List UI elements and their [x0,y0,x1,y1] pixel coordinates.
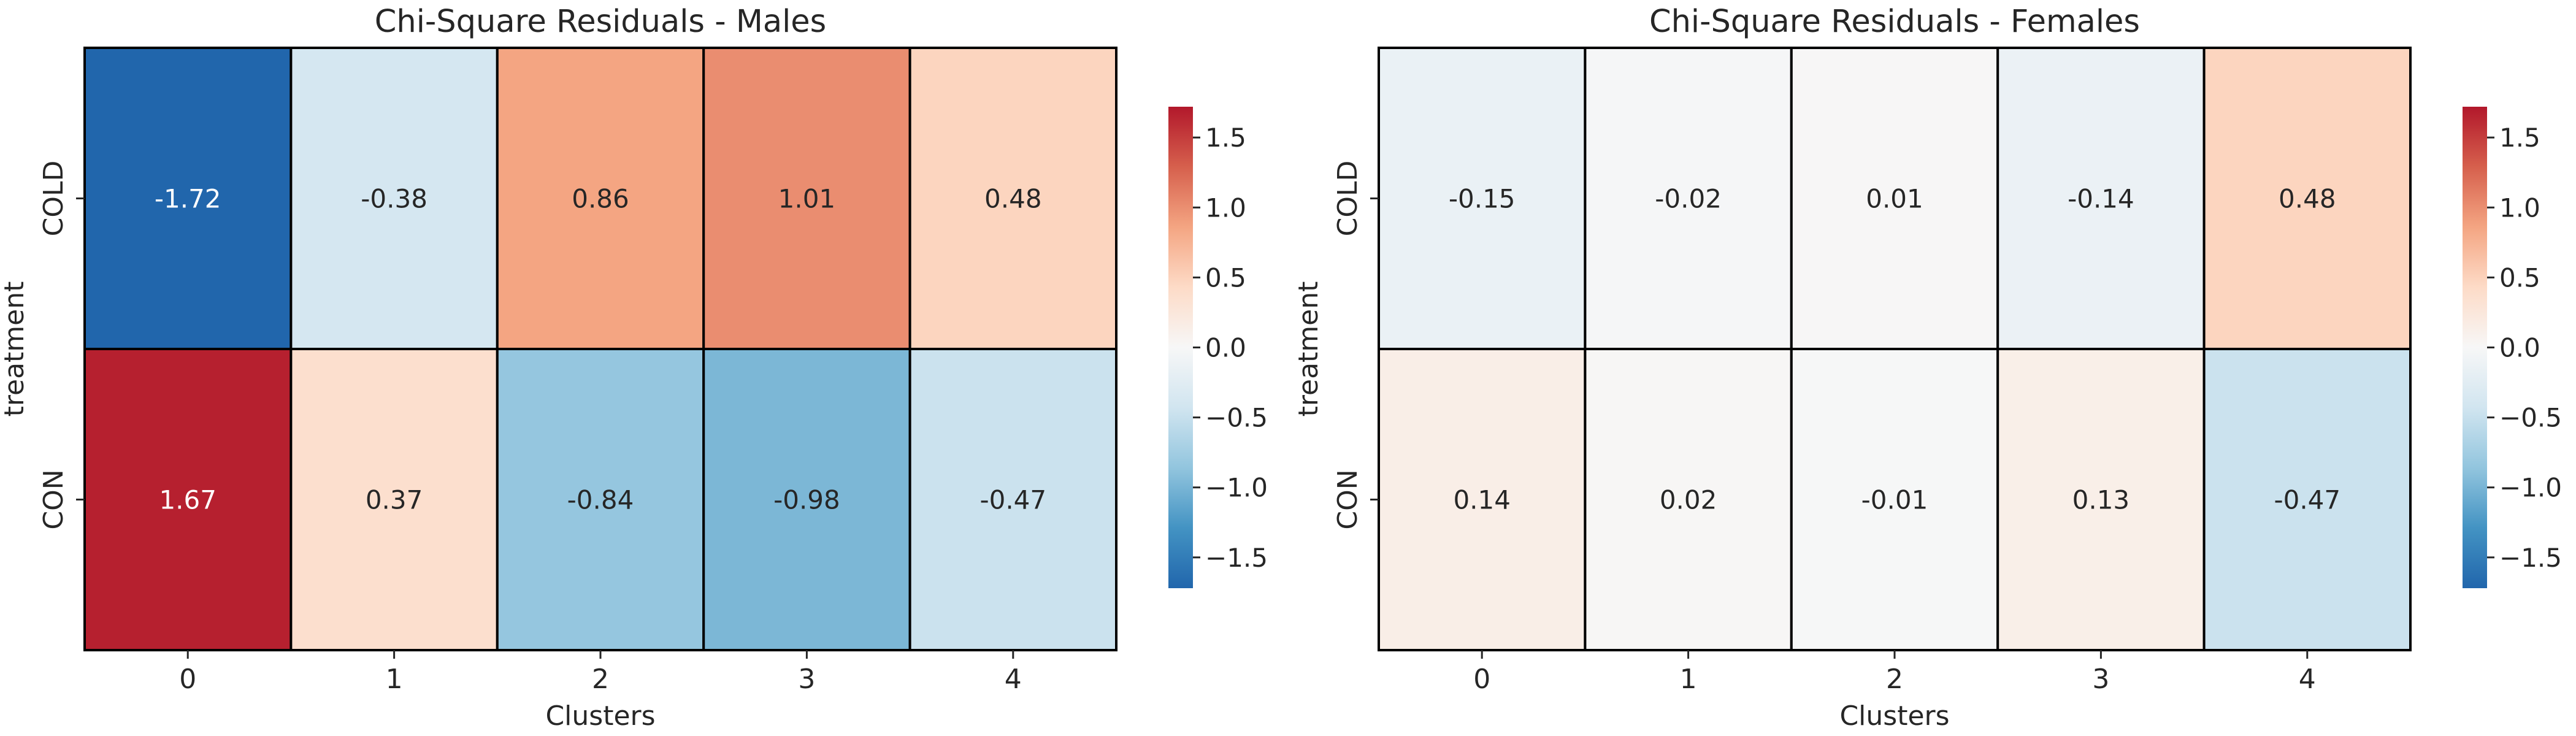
chart-title-females: Chi-Square Residuals - Females [1649,4,2140,40]
x-tick-label: 2 [592,664,609,695]
y-axis-label: treatment [1293,282,1324,417]
x-tick-label: 0 [1473,664,1490,695]
heatmap-cell [1996,348,2206,651]
cell-value-label: -0.01 [1861,485,1928,515]
colorbar-tick-label: −1.5 [1205,543,1268,573]
cell-value-label: 1.67 [159,485,217,515]
heatmap-males: Chi-Square Residuals - Males -1.72 -0.38 0.… [0,4,1268,732]
x-tick-label: 3 [2092,664,2109,695]
cell-value-label: 0.48 [2279,184,2336,214]
heatmap-cell [1378,348,1587,651]
cell-value-label: -0.84 [567,485,634,515]
heatmap-cell [1378,47,1587,350]
x-axis-label: Clusters [545,700,655,732]
cell-value-label: 1.01 [778,184,836,214]
colorbar-tick-label: −1.0 [2499,473,2562,503]
heatmap-cell [1584,47,1793,350]
heatmap-females: Chi-Square Residuals - Females -0.15 -0.02… [1293,4,2562,732]
cell-value-label: -0.14 [2068,184,2134,214]
colorbar-tick-label: 1.5 [1205,123,1246,153]
y-tick-label: CON [38,469,69,529]
cell-value-label: -0.47 [979,485,1046,515]
cell-value-label: 0.13 [2072,485,2130,515]
heatmap-cell [2202,348,2412,651]
cell-value-label: 0.14 [1453,485,1511,515]
colorbar-tick-label: −0.5 [2499,403,2562,433]
colorbar-tick-label: 1.5 [2499,123,2540,153]
x-tick-label: 0 [179,664,196,695]
colorbar-tick-label: 0.0 [2499,333,2540,363]
colorbar-tick-label: 1.0 [2499,193,2540,223]
y-tick-label: COLD [1332,161,1363,237]
heatmap-cell [1790,348,1999,651]
cell-value-label: 0.86 [572,184,629,214]
colorbar-tick-label: −1.5 [2499,543,2562,573]
heatmap-cell [83,47,293,350]
heatmap-cell [702,47,911,350]
heatmap-cell [908,47,1117,350]
heatmap-cell [289,47,499,350]
colorbar-tick-label: 0.5 [1205,263,1246,293]
colorbar-tick-label: 0.5 [2499,263,2540,293]
cell-value-label: -1.72 [155,184,221,214]
x-tick-label: 4 [1005,664,1022,695]
x-tick-label: 3 [798,664,815,695]
cell-value-label: 0.37 [366,485,423,515]
colorbar-tick-label: 0.0 [1205,333,1246,363]
cell-value-label: -0.38 [361,184,427,214]
y-axis-label: treatment [0,282,30,417]
chart-title-males: Chi-Square Residuals - Males [375,4,826,40]
x-axis-label: Clusters [1839,700,1949,732]
y-tick-label: COLD [38,161,69,237]
heatmap-cell [496,348,705,651]
cell-value-label: -0.02 [1655,184,1722,214]
x-tick-label: 1 [386,664,403,695]
cell-value-label: 0.01 [1866,184,1923,214]
heatmap-cell [496,47,705,350]
x-tick-label: 2 [1886,664,1903,695]
x-tick-label: 4 [2299,664,2316,695]
cell-value-label: 0.02 [1660,485,1717,515]
cell-value-label: -0.47 [2274,485,2340,515]
colorbar-tick-label: 1.0 [1205,193,1246,223]
heatmap-cell [908,348,1117,651]
heatmap-cell [83,348,293,651]
colorbar [1168,107,1193,588]
x-tick-label: 1 [1680,664,1697,695]
y-tick-label: CON [1332,469,1363,529]
heatmap-cell [2202,47,2412,350]
cell-value-label: -0.98 [773,485,840,515]
cell-value-label: 0.48 [984,184,1042,214]
colorbar-tick-label: −1.0 [1205,473,1268,503]
colorbar [2463,107,2487,588]
colorbar-tick-label: −0.5 [1205,403,1268,433]
cell-value-label: -0.15 [1449,184,1516,214]
